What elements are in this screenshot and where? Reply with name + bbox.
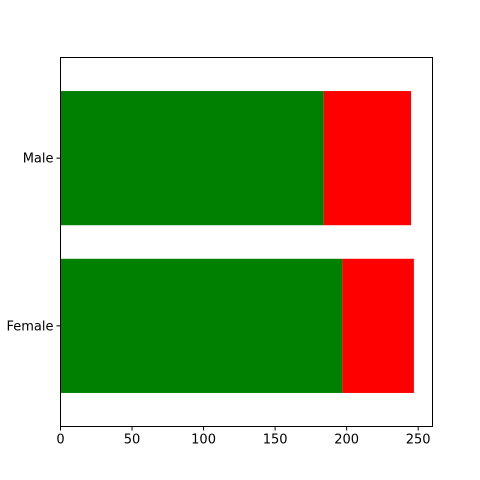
x-axis: 0 50 100 150 200 250 [56, 427, 430, 448]
bar-female-series-1 [61, 259, 343, 393]
x-tick-label: 250 [406, 433, 431, 448]
x-tick-label: 100 [191, 433, 216, 448]
bar-male-series-1 [61, 91, 324, 225]
x-tick-label: 150 [263, 433, 288, 448]
y-axis: Female Male [6, 152, 60, 335]
x-tick-label: 0 [56, 433, 64, 448]
bars-group [61, 91, 414, 393]
x-tick-label: 50 [124, 433, 141, 448]
bar-female-series-2 [342, 259, 414, 393]
bar-male-series-2 [324, 91, 411, 225]
x-tick-label: 200 [334, 433, 359, 448]
y-tick-label-male: Male [23, 152, 54, 167]
y-tick-label-female: Female [6, 319, 53, 334]
